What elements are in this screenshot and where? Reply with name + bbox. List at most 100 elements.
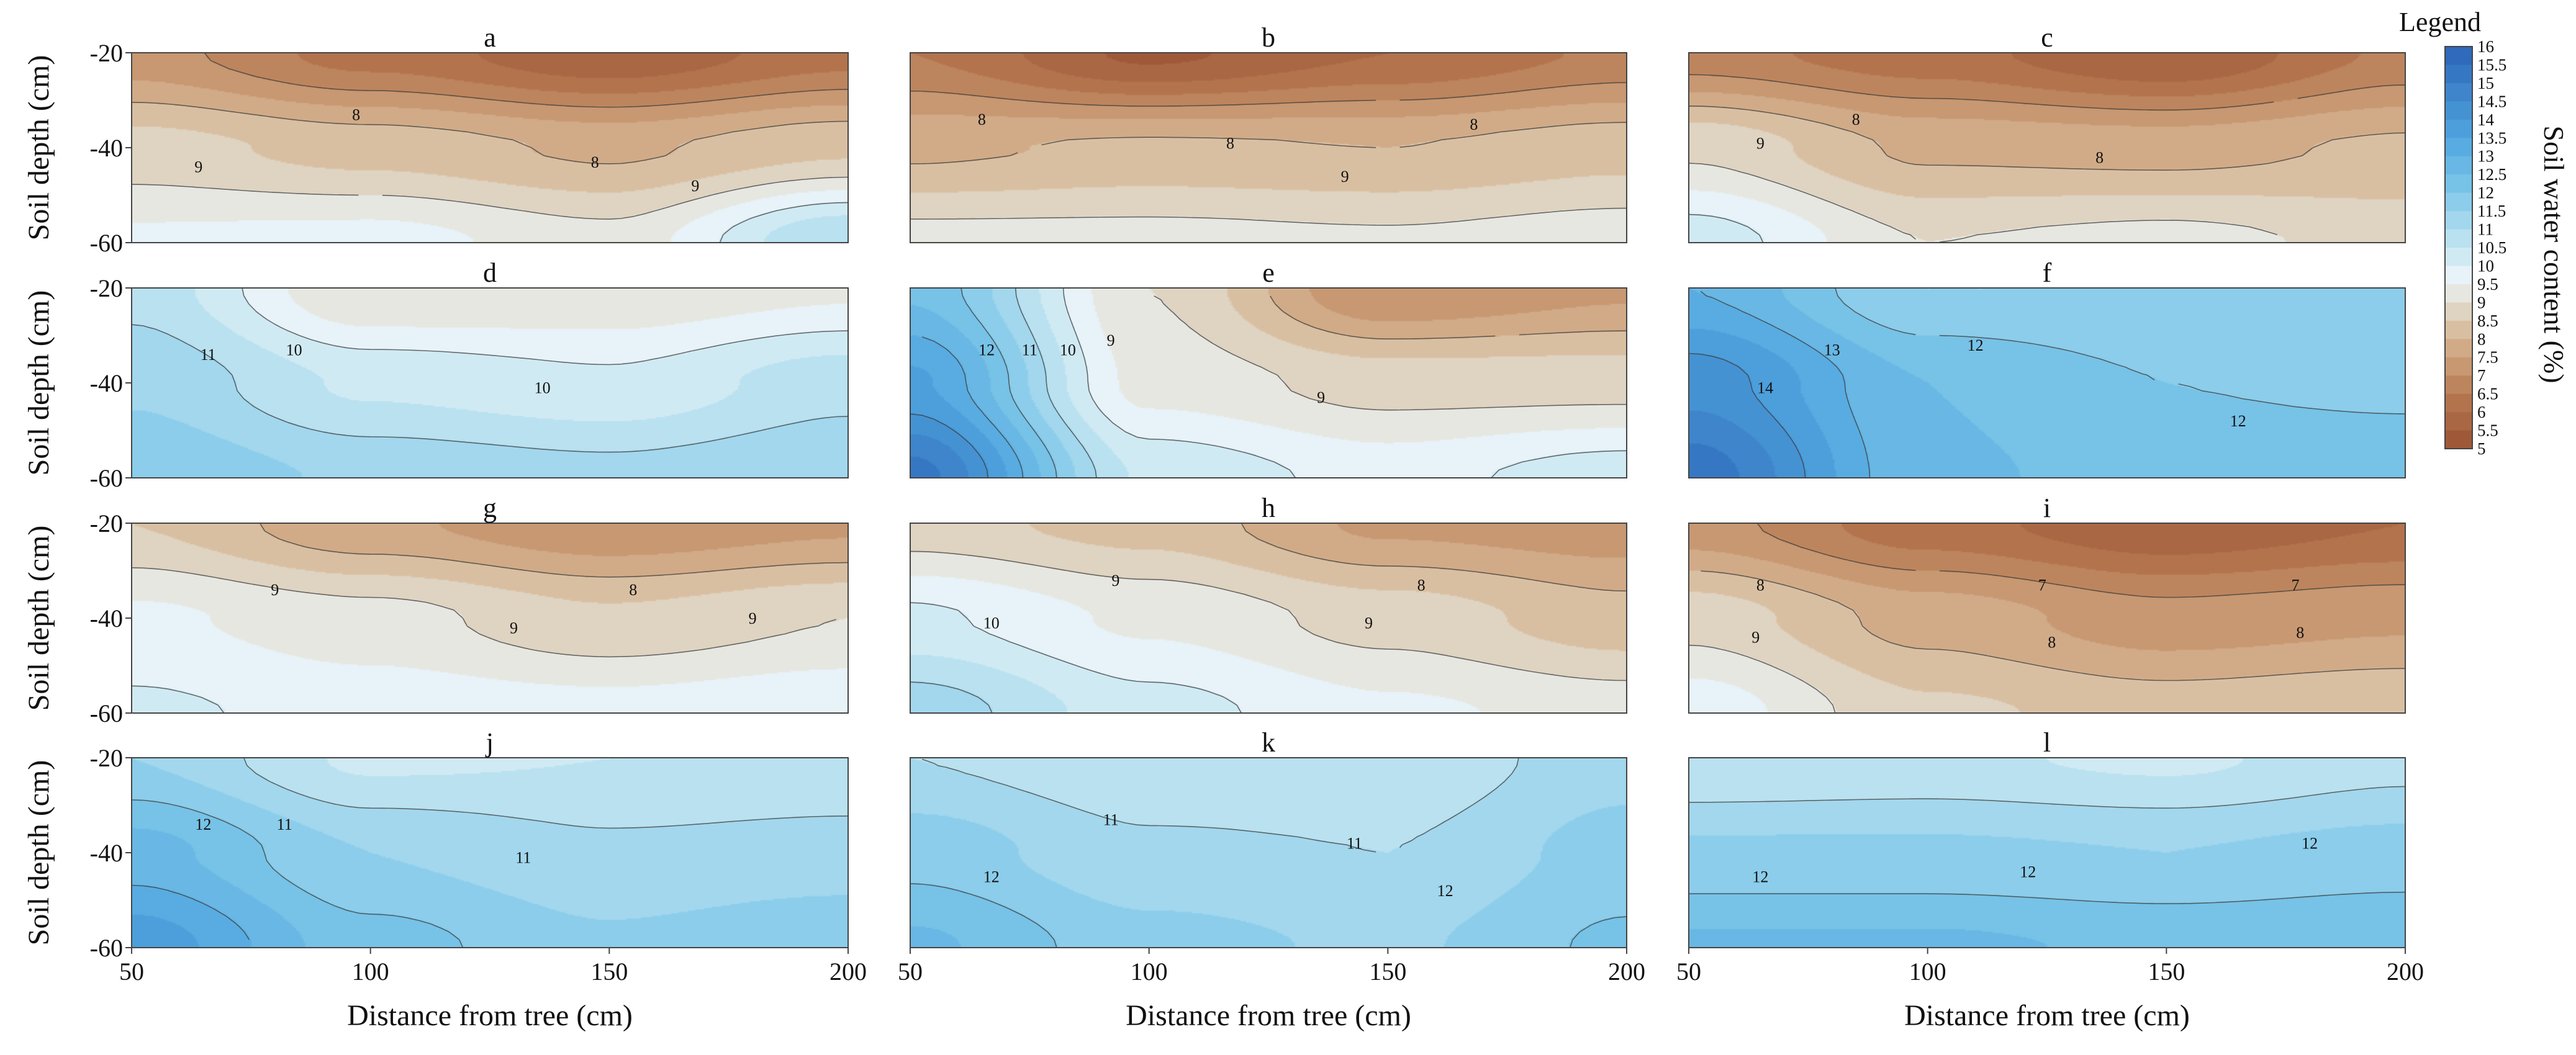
legend-swatch [2445, 211, 2472, 230]
contour-line-9 [131, 567, 837, 658]
panel-i: 8 7 7 8 8 9 i [1688, 493, 2406, 714]
panel-h-field [910, 523, 1627, 713]
panel-b: 8 8 8 9 b [910, 22, 1627, 243]
panel-letter: h [1262, 493, 1275, 523]
legend-swatch [2445, 47, 2472, 66]
panel-b-frame [910, 52, 1627, 243]
contour-label: 8 [591, 153, 599, 171]
contour-label: 9 [1107, 331, 1115, 349]
contour-line-12 [1689, 891, 2406, 904]
panels-layer: 8 8 9 9 a -20 -40 -60 Soil depth (cm) 8 8 8 9 b 8 8 9 c 11… [22, 22, 2424, 1032]
panel-letter: l [2043, 727, 2051, 758]
panel-letter: a [484, 22, 496, 53]
panel-e: 12 11 10 9 9 e [910, 258, 1627, 478]
panel-l-field [1689, 758, 2405, 948]
contour-label: 8 [1756, 576, 1765, 594]
x-tick-label: 50 [1676, 958, 1701, 985]
legend-swatch [2445, 375, 2472, 395]
contour-label: 8 [629, 581, 637, 599]
x-axis-label: Distance from tree (cm) [1126, 999, 1411, 1032]
contour-line-14 [1688, 352, 1806, 478]
panel-j-contours: 12 11 11 [131, 757, 849, 948]
legend-title: Legend [2399, 7, 2481, 37]
legend-swatch [2445, 192, 2472, 212]
x-tick-label: 150 [1369, 958, 1406, 985]
legend-swatch [2445, 302, 2472, 321]
legend-swatch [2445, 266, 2472, 285]
panel-letter: i [2043, 493, 2051, 523]
panel-k-field [910, 758, 1627, 948]
y-axis-label: Soil depth (cm) [22, 290, 55, 476]
panel-a: 8 8 9 9 a -20 -40 -60 Soil depth (cm) [22, 22, 849, 257]
legend-tick-label: 6.5 [2477, 385, 2498, 403]
panel-f-field [1689, 288, 2405, 478]
panel-k: 11 11 12 12 k 50 100 150 200 Distance from tree (… [898, 727, 1645, 1032]
panel-f: 14 13 12 12 f [1688, 258, 2406, 478]
x-tick-label: 150 [2148, 958, 2185, 985]
contour-label: 8 [352, 106, 360, 123]
panel-l: 12 12 12 l 50 100 150 200 Distance from tree (cm… [1676, 727, 2424, 1032]
contour-label: 9 [1111, 572, 1119, 590]
y-axis-label: Soil depth (cm) [22, 55, 55, 241]
y-tick-label: -20 [90, 744, 123, 772]
legend-tick-label: 5.5 [2477, 421, 2498, 440]
y-tick-label: -20 [90, 510, 123, 537]
legend-tick-label: 12.5 [2477, 165, 2506, 184]
contour-label: 14 [1757, 379, 1773, 397]
legend-tick-label: 12 [2477, 184, 2494, 202]
legend-swatch [2445, 101, 2472, 120]
contour-line-8 [1270, 295, 1627, 339]
y-tick-label: -40 [90, 604, 123, 632]
x-tick-label: 100 [352, 958, 389, 985]
panel-letter: g [483, 493, 497, 523]
panel-b-contours: 8 8 8 9 [910, 82, 1627, 226]
panel-k-contours: 11 11 12 12 [910, 757, 1627, 948]
contour-line-11 [131, 324, 849, 453]
y-tick-label: -40 [90, 839, 123, 867]
panel-c-field [1689, 53, 2405, 243]
panel-b-field [910, 53, 1627, 243]
legend-tick-label: 11 [2477, 220, 2493, 239]
legend-swatch [2445, 83, 2472, 102]
contour-line-7 [1756, 523, 2406, 598]
x-tick-label: 50 [119, 958, 144, 985]
contour-line-9 [1688, 163, 2278, 243]
panel-e-field [910, 288, 1627, 478]
panel-g-field [132, 523, 848, 713]
legend-tick-label: 5 [2477, 439, 2486, 458]
panel-f-contours: 14 13 12 12 [1688, 287, 2406, 478]
x-tick-label: 200 [1608, 958, 1645, 985]
contour-label: 9 [1341, 168, 1349, 186]
legend-swatch [2445, 412, 2472, 431]
panel-g: 9 8 9 9 g -20 -40 -60 Soil depth (cm) [22, 493, 849, 727]
contour-line-10 [719, 202, 849, 243]
x-tick-label: 150 [590, 958, 628, 985]
legend-tick-label: 13 [2477, 147, 2494, 166]
contour-line-7 [910, 82, 1627, 107]
contour-line-12 [1835, 287, 2406, 415]
contour-label: 7 [2038, 576, 2046, 594]
legend-swatch [2445, 229, 2472, 248]
y-tick-label: -60 [90, 699, 123, 727]
contour-label: 9 [749, 609, 757, 627]
contour-label: 9 [1756, 134, 1765, 152]
contour-label: 11 [201, 346, 216, 364]
contour-label: 12 [978, 341, 995, 359]
legend-tick-label: 14.5 [2477, 92, 2506, 110]
legend-tick-label: 10 [2477, 256, 2494, 275]
contour-line-10 [1688, 213, 1764, 243]
legend-swatch [2445, 156, 2472, 175]
panel-letter: j [485, 727, 494, 758]
contour-label: 11 [515, 849, 531, 867]
panel-l-frame [1688, 757, 2406, 948]
legend-tick-label: 15.5 [2477, 55, 2506, 74]
y-tick-label: -60 [90, 464, 123, 492]
legend-swatch [2445, 65, 2472, 84]
x-tick-label: 50 [898, 958, 923, 985]
contour-line-7 [204, 52, 849, 108]
contour-line-9 [910, 207, 1627, 226]
contour-line-14 [910, 413, 989, 478]
legend-tick-label: 8.5 [2477, 312, 2498, 330]
contour-label: 8 [978, 110, 986, 128]
legend-swatch [2445, 339, 2472, 358]
